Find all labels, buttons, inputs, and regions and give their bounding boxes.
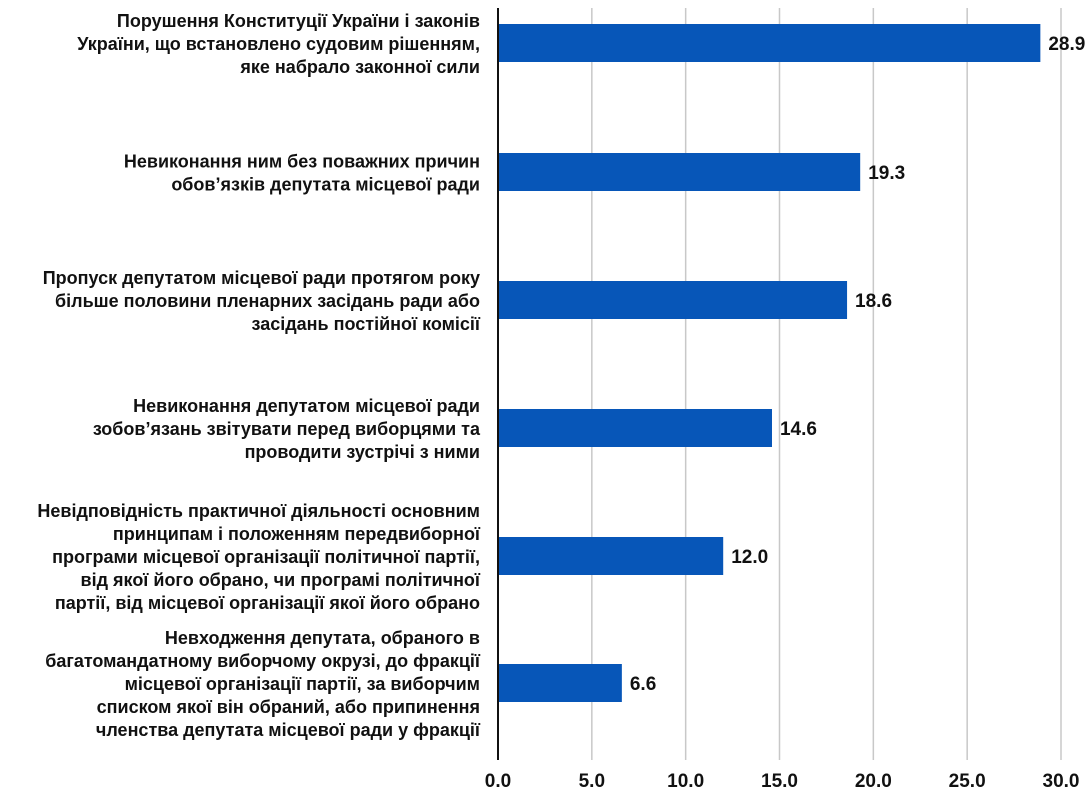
category-label-line: списком якої він обраний, або припинення xyxy=(97,697,480,717)
category-label: Пропуск депутатом місцевої ради протягом… xyxy=(43,268,481,334)
x-tick-label: 20.0 xyxy=(855,771,892,791)
bar-value-label: 28.9 xyxy=(1048,34,1085,55)
bar xyxy=(498,281,848,319)
category-label: Невходження депутата, обраного в багатома… xyxy=(45,628,481,740)
category-label-line: Невідповідність практичної діяльності ос… xyxy=(37,501,480,521)
bar-value-label: 19.3 xyxy=(868,163,905,184)
category-label-line: обов’язків депутата місцевої ради xyxy=(171,175,480,195)
category-label-line: програми місцевої організації політичної… xyxy=(52,547,480,567)
x-tick-labels: 0.0 5.0 10.0 15.0 20.0 25.0 30.0 xyxy=(485,771,1080,792)
category-labels: Порушення Конституції України і законів У… xyxy=(37,11,481,740)
bar xyxy=(498,153,861,191)
category-label-line: Невиконання депутатом місцевої ради xyxy=(133,396,480,416)
category-label-line: Пропуск депутатом місцевої ради протягом… xyxy=(43,268,480,288)
category-label: Невідповідність практичної діяльності ос… xyxy=(37,501,481,613)
category-label-line: партії, від місцевої організації якої йо… xyxy=(55,593,480,613)
x-tick-label: 0.0 xyxy=(485,771,511,791)
bar-value-label: 14.6 xyxy=(780,419,817,440)
bar xyxy=(498,664,622,702)
grid-lines xyxy=(591,8,1062,760)
x-tick-label: 15.0 xyxy=(761,771,798,791)
category-label-line: багатомандатному виборчому окрузі, до фр… xyxy=(45,651,481,671)
bar-value-label: 12.0 xyxy=(731,547,768,568)
category-label-line: України, що встановлено судовим рішенням… xyxy=(77,34,480,54)
category-label: Невиконання депутатом місцевої ради зобов… xyxy=(93,396,481,462)
bar-value-label: 18.6 xyxy=(855,291,892,312)
bar xyxy=(498,409,772,447)
category-label-line: членства депутата місцевої ради у фракці… xyxy=(96,720,481,740)
category-label-line: місцевої організації партії, за виборчим xyxy=(125,674,480,694)
category-label-line: засідань постійної комісії xyxy=(252,314,481,334)
value-labels: 28.9 19.3 18.6 14.6 12.0 6.6 xyxy=(630,34,1085,695)
x-tick-label: 5.0 xyxy=(579,771,605,791)
category-label-line: більше половини пленарних засідань ради … xyxy=(55,291,480,311)
category-label-line: від якої його обрано, чи програмі політи… xyxy=(81,570,481,590)
x-tick-label: 10.0 xyxy=(667,771,704,791)
category-label-line: Порушення Конституції України і законів xyxy=(117,11,480,31)
category-label: Невиконання ним без поважних причин обов’… xyxy=(124,152,480,195)
bars xyxy=(498,24,1041,702)
x-tick-label: 25.0 xyxy=(949,771,986,791)
category-label-line: Невходження депутата, обраного в xyxy=(165,628,480,648)
category-label-line: принципам і положенням передвиборної xyxy=(113,524,481,544)
bar xyxy=(498,24,1041,62)
category-label-line: Невиконання ним без поважних причин xyxy=(124,152,480,172)
category-label-line: проводити зустрічі з ними xyxy=(245,442,480,462)
bar xyxy=(498,537,724,575)
category-label: Порушення Конституції України і законів У… xyxy=(77,11,480,77)
category-label-line: яке набрало законної сили xyxy=(239,57,480,77)
category-label-line: зобов’язань звітувати перед виборцями та xyxy=(93,419,481,439)
x-tick-label: 30.0 xyxy=(1043,771,1080,791)
bar-value-label: 6.6 xyxy=(630,674,656,695)
